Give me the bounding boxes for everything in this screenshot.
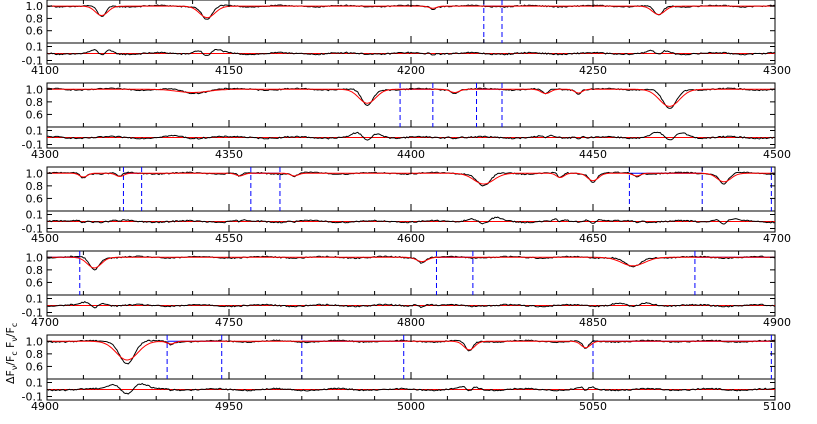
panel-2-residual-curve xyxy=(47,131,776,141)
panel-3-model-spectrum xyxy=(47,172,775,185)
panel-1-top-ytick-label-2: 0.8 xyxy=(26,12,44,25)
panel-1-residual-ytick-label-2: -0.1 xyxy=(22,55,43,68)
panel-3-residual-ytick-label-2: -0.1 xyxy=(22,223,43,236)
panel-1-observed-spectrum xyxy=(46,4,776,20)
panel-1-xtick-label-4: 4250 xyxy=(579,64,607,77)
panel-5-residual-ytick-label-2: -0.1 xyxy=(22,391,43,404)
panel-5-xtick-label-2: 4950 xyxy=(215,400,243,413)
panel-1-xtick-label-2: 4150 xyxy=(215,64,243,77)
ylabel-bottom: Fν/Fc xyxy=(4,323,19,348)
panel-1-xtick-label-5: 4300 xyxy=(763,64,791,77)
panel-4-xtick-label-2: 4750 xyxy=(215,316,243,329)
panel-2-residual-ytick-label-2: -0.1 xyxy=(22,139,43,152)
panel-2-xtick-label-3: 4400 xyxy=(397,148,425,161)
panel-3-residual-curve xyxy=(46,216,776,225)
y-axis-label: ΔFν/Fc Fν/Fc xyxy=(4,323,19,384)
panel-5-top-ytick-label-3: 0.6 xyxy=(26,360,44,373)
panel-4-model-spectrum xyxy=(47,256,775,269)
panel-4-xtick-label-1: 4700 xyxy=(31,316,59,329)
ylabel-top: ΔFν/Fc xyxy=(4,351,19,384)
panel-3-xtick-label-1: 4500 xyxy=(31,232,59,245)
panel-2-model-spectrum xyxy=(47,88,775,107)
panel-4-residual-ytick-label-1: 0.1 xyxy=(26,293,44,306)
panel-1-top-ytick-label-1: 1.0 xyxy=(26,0,44,13)
panel-2-top-ytick-label-2: 0.8 xyxy=(26,96,44,109)
panel-1-residual-curve xyxy=(46,48,776,56)
panel-1-xtick-label-1: 4100 xyxy=(31,64,59,77)
panel-5-top-ytick-label-1: 1.0 xyxy=(26,335,44,348)
panel-4-xtick-label-4: 4850 xyxy=(579,316,607,329)
panel-2-xtick-label-4: 4450 xyxy=(579,148,607,161)
panel-4-top-ytick-label-2: 0.8 xyxy=(26,264,44,277)
panel-5-observed-spectrum xyxy=(46,339,776,365)
panel-3-top-ytick-label-2: 0.8 xyxy=(26,180,44,193)
panel-2-top-ytick-label-1: 1.0 xyxy=(26,83,44,96)
ylabel-top-part-4: c xyxy=(10,351,19,355)
panel-1-xtick-label-3: 4200 xyxy=(397,64,425,77)
panel-5-top-ytick-label-2: 0.8 xyxy=(26,348,44,361)
panel-2-top-ytick-label-3: 0.6 xyxy=(26,108,44,121)
panel-5-xtick-label-5: 5100 xyxy=(763,400,791,413)
panel-2-xtick-label-1: 4300 xyxy=(31,148,59,161)
ylabel-top-part-3: /F xyxy=(4,356,17,366)
panel-3-observed-spectrum xyxy=(46,171,776,187)
panel-5-model-spectrum xyxy=(47,340,775,361)
ylabel-bottom-part-3: /F xyxy=(4,327,17,337)
panel-3-xtick-label-4: 4650 xyxy=(579,232,607,245)
panel-5-residual-ytick-label-1: 0.1 xyxy=(26,377,44,390)
ylabel-bottom-part-1: F xyxy=(4,342,17,348)
panel-4-residual-ytick-label-2: -0.1 xyxy=(22,307,43,320)
panel-2-residual-ytick-label-1: 0.1 xyxy=(26,125,44,138)
panel-5-xtick-label-1: 4900 xyxy=(31,400,59,413)
panel-3-top-ytick-label-1: 1.0 xyxy=(26,167,44,180)
panel-1-top-ytick-label-3: 0.6 xyxy=(26,25,44,38)
panel-3-xtick-label-5: 4700 xyxy=(763,232,791,245)
panel-2-xtick-label-5: 4500 xyxy=(763,148,791,161)
panel-1-residual-ytick-label-1: 0.1 xyxy=(26,41,44,54)
panel-3-top-ytick-label-3: 0.6 xyxy=(26,192,44,205)
panel-3-xtick-label-3: 4600 xyxy=(397,232,425,245)
panel-3-xtick-label-2: 4550 xyxy=(215,232,243,245)
panel-4-top-ytick-label-3: 0.6 xyxy=(26,276,44,289)
panel-5-xtick-label-4: 5050 xyxy=(579,400,607,413)
panel-4-xtick-label-5: 4900 xyxy=(763,316,791,329)
ylabel-bottom-part-2: ν xyxy=(10,337,19,342)
ylabel-top-part-2: ν xyxy=(10,365,19,370)
panel-5-residual-curve xyxy=(46,382,776,395)
panel-4-top-ytick-label-1: 1.0 xyxy=(26,251,44,264)
ylabel-bottom-part-4: c xyxy=(10,323,19,327)
panel-4-xtick-label-3: 4800 xyxy=(397,316,425,329)
panel-5-xtick-label-3: 5000 xyxy=(397,400,425,413)
panel-2-xtick-label-2: 4350 xyxy=(215,148,243,161)
ylabel-top-part-1: ΔF xyxy=(4,370,17,384)
panel-3-residual-ytick-label-1: 0.1 xyxy=(26,209,44,222)
panel-4-residual-curve xyxy=(46,300,776,309)
